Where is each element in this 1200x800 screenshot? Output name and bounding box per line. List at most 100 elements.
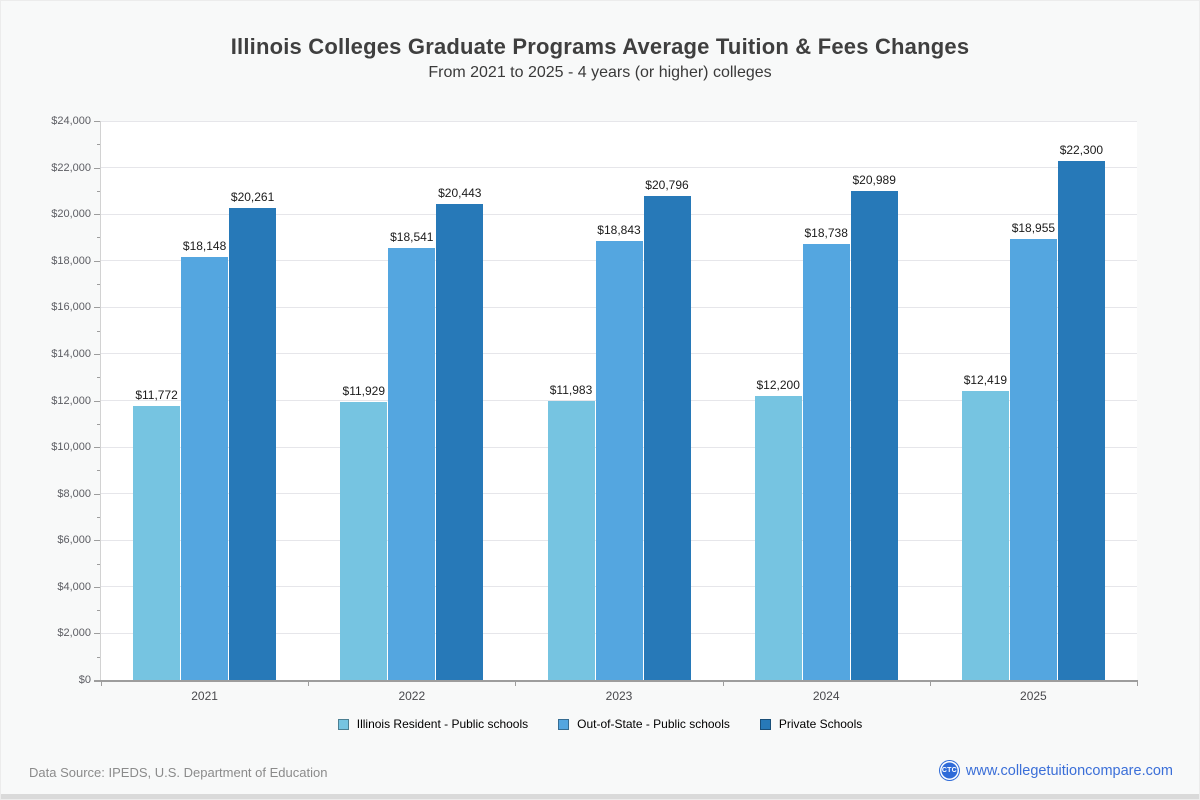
bar-value-label: $18,148 — [182, 239, 227, 254]
legend-label: Private Schools — [778, 717, 863, 731]
bar[interactable] — [388, 248, 436, 680]
y-axis-label: $14,000 — [51, 347, 91, 360]
y-axis-line — [100, 121, 101, 682]
legend-swatch-icon — [558, 718, 570, 730]
y-axis-label: $2,000 — [57, 627, 91, 640]
bar[interactable] — [436, 203, 484, 680]
bar-value-label: $18,738 — [804, 225, 848, 240]
y-major-tick — [94, 214, 101, 216]
x-axis-label: 2025 — [1020, 689, 1047, 703]
y-axis-label: $16,000 — [51, 301, 91, 314]
bar[interactable] — [595, 241, 643, 680]
bar[interactable] — [1057, 160, 1105, 680]
data-source-text: Data Source: IPEDS, U.S. Department of E… — [29, 765, 328, 780]
x-axis-label: 2021 — [191, 689, 218, 703]
y-major-tick — [94, 260, 101, 262]
y-axis-label: $12,000 — [51, 394, 91, 407]
y-major-tick — [94, 447, 101, 449]
y-minor-tick — [97, 330, 101, 332]
y-axis-label: $4,000 — [57, 580, 91, 593]
bar-value-label: $12,419 — [963, 372, 1008, 387]
bar-value-label: $11,772 — [135, 387, 178, 402]
chart-subtitle: From 2021 to 2025 - 4 years (or higher) … — [428, 64, 772, 81]
x-axis-label: 2023 — [605, 689, 633, 703]
bar[interactable] — [340, 402, 388, 680]
y-axis-label: $8,000 — [57, 487, 91, 500]
y-axis-label: $18,000 — [51, 254, 91, 267]
x-axis-tick — [929, 680, 931, 686]
y-major-tick — [94, 121, 101, 122]
bar-value-label: $22,300 — [1059, 142, 1104, 157]
bar-value-label: $18,843 — [597, 223, 641, 238]
y-minor-tick — [97, 377, 101, 379]
bottom-border — [1, 794, 1199, 799]
y-major-tick — [94, 307, 101, 309]
legend-swatch-icon — [337, 718, 349, 730]
chart-title: Illinois Colleges Graduate Programs Aver… — [230, 34, 970, 59]
x-axis-tick — [101, 680, 102, 686]
legend-label: Illinois Resident - Public schools — [356, 717, 529, 731]
bar[interactable] — [802, 243, 850, 680]
website-url-text: www.collegetuitioncompare.com — [965, 762, 1173, 779]
y-axis-label: $6,000 — [57, 534, 91, 547]
bar[interactable] — [229, 208, 277, 680]
legend-item[interactable]: Private Schools — [759, 717, 863, 731]
bar[interactable] — [547, 400, 595, 680]
bar-value-label: $18,541 — [390, 230, 434, 245]
gridline — [101, 213, 1137, 215]
x-axis-label: 2022 — [398, 689, 426, 703]
y-minor-tick — [97, 563, 101, 565]
bar-value-label: $20,796 — [645, 177, 689, 192]
y-major-tick — [94, 586, 101, 588]
y-axis-label: $22,000 — [51, 161, 91, 174]
bar-value-label: $20,989 — [852, 173, 896, 188]
legend-item[interactable]: Out-of-State - Public schools — [558, 717, 730, 731]
y-major-tick — [94, 540, 101, 542]
website-link[interactable]: CTC www.collegetuitioncompare.com — [939, 761, 1173, 780]
bar[interactable] — [754, 395, 802, 680]
y-axis-label: $20,000 — [51, 208, 91, 221]
y-minor-tick — [97, 284, 101, 286]
bar-value-label: $12,200 — [756, 377, 800, 392]
bar[interactable] — [1009, 238, 1057, 680]
y-minor-tick — [97, 144, 101, 146]
y-major-tick — [94, 353, 101, 355]
bar[interactable] — [643, 195, 691, 680]
bar[interactable] — [181, 257, 229, 680]
y-minor-tick — [97, 516, 101, 518]
legend-label: Out-of-State - Public schools — [577, 717, 730, 731]
legend-item[interactable]: Illinois Resident - Public schools — [337, 717, 529, 731]
bar-value-label: $18,955 — [1011, 220, 1056, 235]
y-major-tick — [94, 633, 101, 635]
x-axis-tick — [515, 680, 517, 686]
bar[interactable] — [133, 405, 181, 680]
bar-value-label: $11,929 — [342, 384, 386, 399]
bar[interactable] — [961, 390, 1009, 680]
y-minor-tick — [97, 190, 101, 192]
y-minor-tick — [97, 610, 101, 612]
y-major-tick — [94, 167, 101, 169]
y-axis-label: $24,000 — [51, 115, 91, 127]
y-minor-tick — [97, 656, 101, 658]
x-axis-tick — [308, 680, 310, 686]
x-axis-tick — [1137, 680, 1138, 686]
y-minor-tick — [97, 237, 101, 239]
gridline — [101, 167, 1137, 169]
y-minor-tick — [97, 470, 101, 472]
bar-value-label: $20,443 — [438, 185, 482, 200]
x-axis-label: 2024 — [812, 689, 840, 703]
y-major-tick — [94, 493, 101, 495]
bar[interactable] — [850, 191, 898, 680]
x-axis-line — [94, 680, 1137, 682]
ctc-logo-icon: CTC — [939, 761, 959, 780]
gridline — [101, 120, 1137, 122]
bar-value-label: $11,983 — [549, 382, 593, 397]
y-axis-label: $0 — [78, 674, 91, 686]
legend-swatch-icon — [759, 718, 771, 730]
legend: Illinois Resident - Public schools Out-of… — [1, 717, 1199, 731]
bar-value-label: $20,261 — [230, 190, 275, 205]
x-axis-tick — [722, 680, 724, 686]
y-major-tick — [94, 400, 101, 402]
y-minor-tick — [97, 423, 101, 425]
